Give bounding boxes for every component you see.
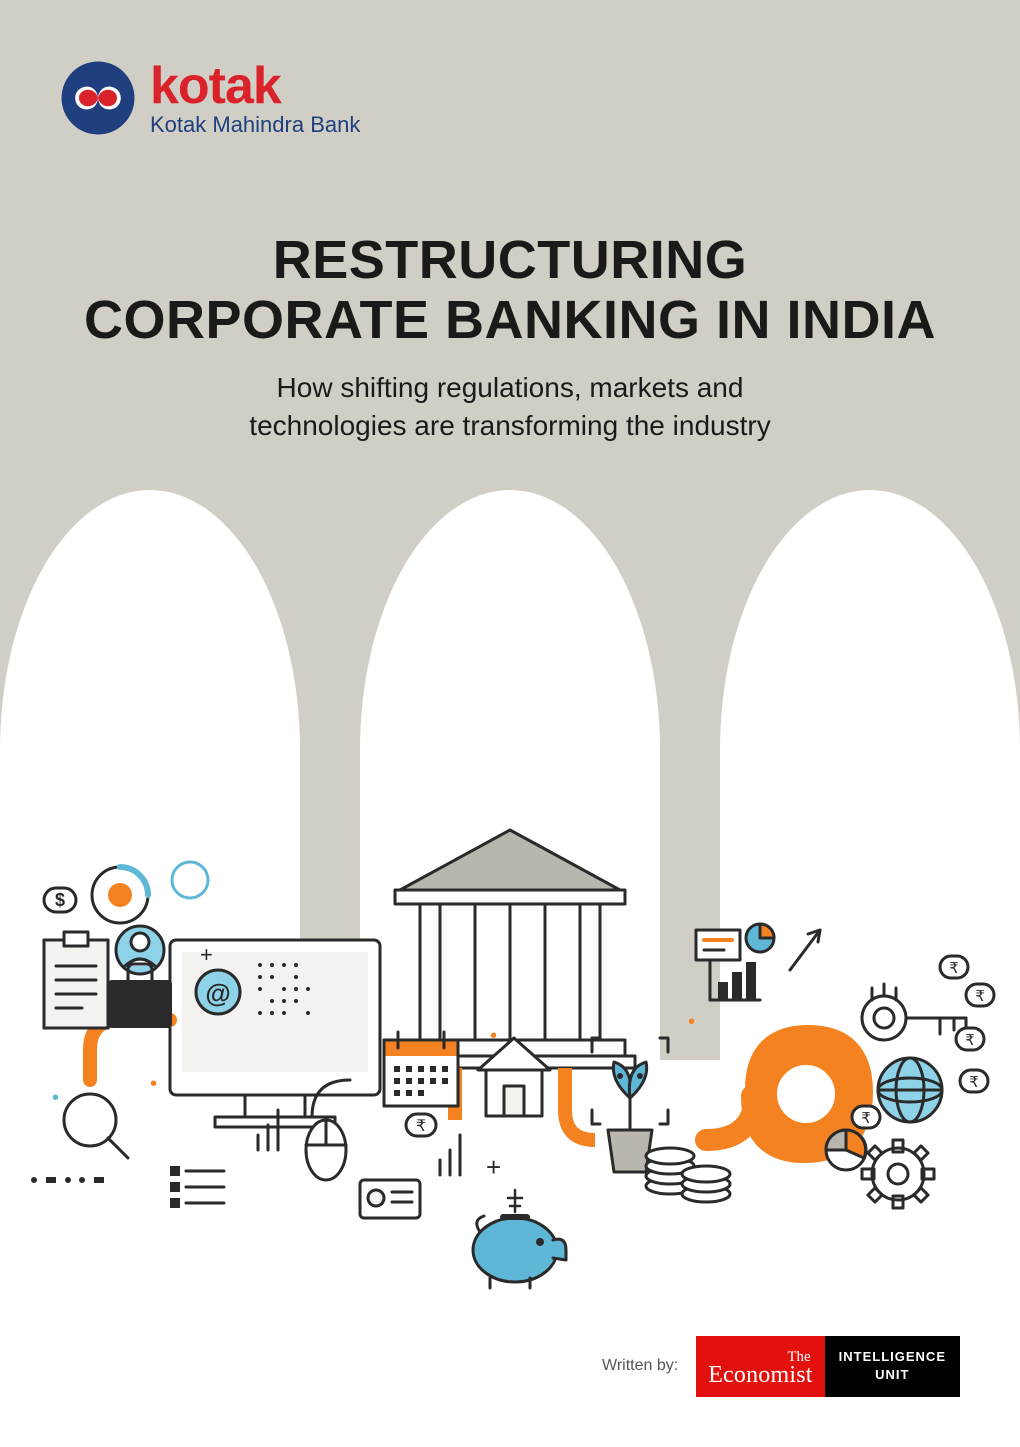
cover-illustration: @ + [0, 780, 1020, 1300]
pie-chart-icon [826, 1130, 866, 1170]
gear-icon [862, 1140, 934, 1208]
svg-text:₹: ₹ [975, 988, 985, 1005]
logo-sub: Kotak Mahindra Bank [150, 114, 360, 136]
svg-text:₹: ₹ [969, 1074, 979, 1091]
page-title: RESTRUCTURING CORPORATE BANKING IN INDIA [50, 230, 970, 351]
headline-line: RESTRUCTURING [273, 230, 748, 290]
headline-line: CORPORATE BANKING IN INDIA [84, 290, 936, 350]
magnifier-icon [64, 1094, 128, 1158]
footer: Written by: The Economist INTELLIGENCE U… [602, 1336, 960, 1397]
piggy-bank-icon [473, 1190, 566, 1288]
kotak-logo-icon [60, 60, 136, 136]
dial-icon [92, 867, 148, 923]
svg-text:+: + [200, 942, 213, 967]
list-icon [170, 1166, 224, 1208]
kotak-logo-text: kotak Kotak Mahindra Bank [150, 60, 360, 136]
eiu-intelligence: INTELLIGENCE [839, 1348, 946, 1366]
subhead-line: How shifting regulations, markets and [277, 372, 744, 403]
globe-icon [878, 1058, 942, 1122]
svg-text:₹: ₹ [416, 1118, 426, 1135]
svg-text:$: $ [55, 890, 65, 910]
id-card-icon [360, 1180, 420, 1218]
headline-block: RESTRUCTURING CORPORATE BANKING IN INDIA… [0, 230, 1020, 445]
svg-text:•: • [490, 1025, 497, 1047]
svg-text:₹: ₹ [949, 960, 959, 977]
clipboard-icon [44, 932, 108, 1028]
svg-text:•: • [688, 1011, 695, 1033]
briefcase-icon [108, 926, 172, 1028]
svg-text:•: • [150, 1073, 157, 1095]
svg-text:@: @ [205, 978, 230, 1008]
eiu-unit-label: INTELLIGENCE UNIT [825, 1336, 960, 1397]
economist-intelligence-unit-logo: The Economist INTELLIGENCE UNIT [696, 1336, 960, 1397]
dollar-badge-icon: $ [44, 888, 76, 912]
decorative-dots [31, 1177, 104, 1183]
logo-brand: kotak [150, 60, 360, 112]
svg-text:₹: ₹ [861, 1110, 871, 1127]
small-circle-icon [172, 862, 208, 898]
svg-text:₹: ₹ [965, 1032, 975, 1049]
eiu-economist: Economist [708, 1362, 812, 1388]
doc-lines-icon [696, 930, 740, 960]
subhead-line: technologies are transforming the indust… [249, 410, 770, 441]
economist-logo: The Economist [696, 1336, 824, 1397]
bank-building-icon [385, 830, 635, 1068]
page-subtitle: How shifting regulations, markets and te… [50, 369, 970, 445]
calendar-icon [384, 1032, 458, 1106]
pie-chart-icon [746, 924, 774, 952]
eiu-unit: UNIT [839, 1366, 946, 1384]
written-by-label: Written by: [602, 1357, 678, 1375]
svg-text:•: • [52, 1087, 59, 1109]
key-icon [862, 984, 966, 1040]
kotak-logo: kotak Kotak Mahindra Bank [60, 60, 360, 136]
computer-monitor-icon: @ + [170, 940, 380, 1127]
svg-text:+: + [486, 1152, 501, 1182]
arrow-up-icon [790, 930, 820, 970]
coins-icon [646, 1148, 730, 1202]
